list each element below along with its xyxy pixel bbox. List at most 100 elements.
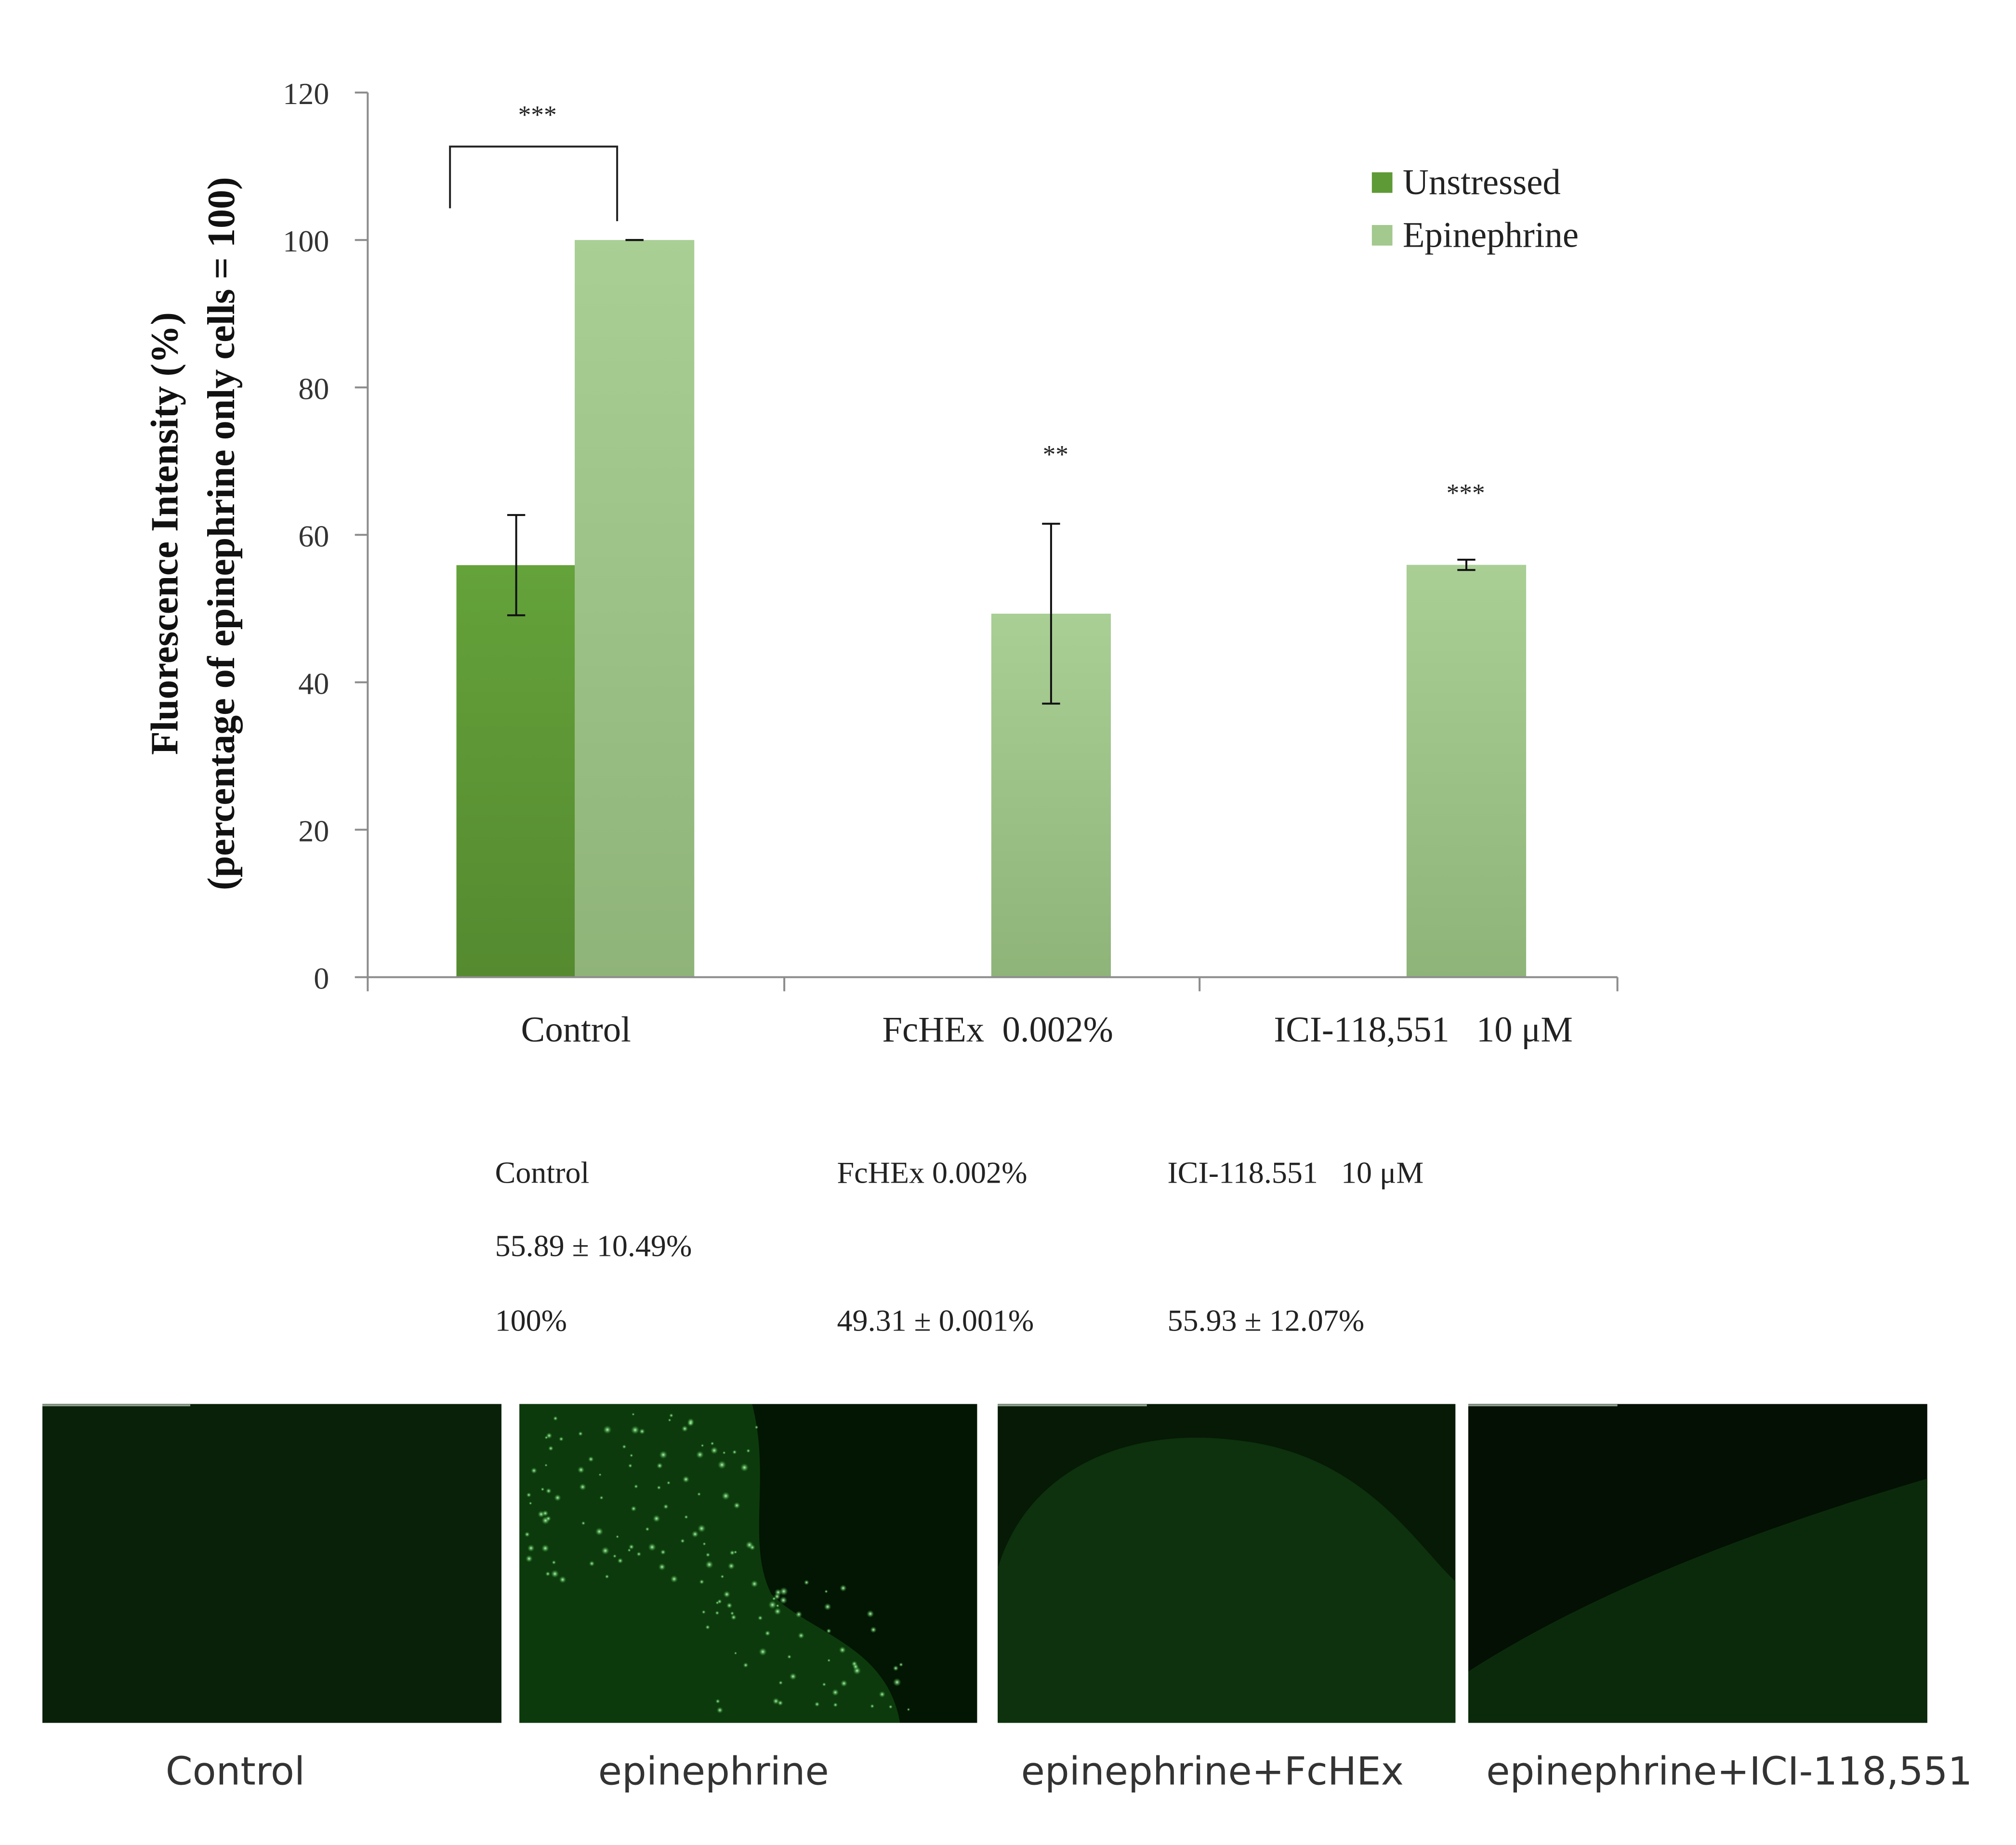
fluorescent-speck [733, 1550, 738, 1554]
fluorescent-speck [559, 1576, 567, 1583]
fluorescent-speck [699, 1579, 705, 1585]
fluorescent-speck [682, 1476, 690, 1483]
fluorescent-speck [546, 1432, 553, 1439]
bar-epinephrine-0 [575, 240, 695, 977]
fluorescent-speck [616, 1535, 619, 1539]
fluorescent-speck [697, 1524, 706, 1533]
fluorescent-speck [630, 1453, 633, 1458]
fluorescent-speck [726, 1602, 733, 1609]
fluorescent-speck [581, 1521, 586, 1526]
y-axis-label-line1: Fluorescence Intensity (%) [144, 312, 186, 755]
fluorescent-speck [544, 1463, 548, 1467]
fluorescent-speck [554, 1494, 562, 1502]
fluorescent-speck [700, 1444, 704, 1448]
fluorescent-speck [879, 1691, 886, 1698]
fluorescent-speck [740, 1463, 749, 1472]
fluorescent-speck [530, 1467, 538, 1474]
fluorescent-speck [754, 1425, 759, 1429]
fluorescent-speck [545, 1516, 552, 1522]
fluorescent-speck [787, 1654, 792, 1659]
fluorescent-speck [824, 1603, 831, 1611]
fluorescent-speck [772, 1698, 779, 1705]
fluorescent-speck [776, 1604, 779, 1608]
fluorescent-speck [558, 1436, 564, 1442]
fluorescent-speck [730, 1611, 735, 1616]
fluorescent-speck [779, 1596, 788, 1605]
fluorescent-speck [722, 1451, 726, 1455]
fluorescent-speck [730, 1614, 737, 1621]
category-label-ici: ICI-118,551 10 μM [1274, 1010, 1572, 1050]
fluorescent-speck [603, 1425, 612, 1435]
bars [456, 240, 1527, 977]
fluorescent-speck [826, 1628, 831, 1634]
fluorescent-speck [684, 1515, 688, 1519]
fluorescent-speck [540, 1487, 545, 1491]
fluorescent-speck [804, 1580, 809, 1585]
fluorescent-speck [701, 1610, 706, 1614]
significance-ici: *** [1447, 478, 1485, 507]
fluorescent-speck [743, 1662, 749, 1668]
fluorescent-speck [659, 1450, 668, 1459]
fluorescent-speck [542, 1510, 549, 1517]
legend-label-epinephrine: Epinephrine [1403, 215, 1579, 255]
fluorescent-speck [599, 1495, 604, 1500]
y-tick-label: 60 [298, 519, 329, 553]
y-tick-label: 80 [298, 371, 329, 406]
table-header-fchex: FcHEx 0.002% [837, 1155, 1028, 1189]
y-tick-label: 100 [283, 224, 329, 258]
fluorescent-speck [710, 1446, 718, 1454]
fluorescent-speck [716, 1707, 724, 1713]
fluorescent-speck [852, 1663, 859, 1670]
significance-bracket [449, 145, 619, 222]
table-header-control: Control [495, 1155, 590, 1189]
fluorescent-speck [639, 1428, 646, 1435]
fluorescent-speck [601, 1546, 610, 1555]
fluorescent-speck [588, 1456, 594, 1463]
fluorescent-speck [745, 1541, 754, 1549]
fluorescent-speck [733, 1502, 740, 1509]
fluorescent-speck [525, 1555, 533, 1563]
fluorescent-speck [720, 1574, 725, 1579]
fluorescent-speck [613, 1554, 617, 1558]
legend-swatch-unstressed [1371, 172, 1393, 193]
fluorescent-speck [668, 1418, 672, 1422]
fluorescent-speck [578, 1431, 583, 1436]
fluorescent-speck [888, 1704, 893, 1709]
fluorescent-speck [723, 1591, 731, 1598]
fluorescent-speck [524, 1531, 530, 1538]
fluorescent-speck [666, 1481, 671, 1485]
fluorescent-speck [729, 1550, 735, 1555]
table-header-ici: ICI-118.551 10 μM [1167, 1155, 1423, 1189]
fluorescent-speck [721, 1491, 730, 1501]
fluorescent-speck [632, 1412, 635, 1416]
fluorescent-speck [795, 1610, 803, 1618]
fluorescent-speck [779, 1587, 789, 1596]
fluorescent-speck [764, 1630, 771, 1636]
fluorescent-speck [697, 1492, 701, 1496]
fluorescent-speck [757, 1615, 763, 1621]
fluorescent-speck [669, 1413, 674, 1418]
legend-label-unstressed: Unstressed [1403, 162, 1561, 202]
micrograph-fchex [998, 1404, 1456, 1723]
fluorescent-speck [822, 1682, 827, 1687]
legend-swatch-epinephrine [1371, 225, 1393, 246]
bar-unstressed-0 [456, 565, 576, 977]
fluorescent-speck [710, 1441, 714, 1446]
bar-epinephrine-2 [1406, 565, 1527, 977]
fluorescent-speck [768, 1600, 777, 1609]
fluorescent-speck [658, 1563, 666, 1571]
fluorescent-speck [633, 1484, 638, 1489]
fluorescent-speck [681, 1425, 688, 1432]
fluorescent-speck [579, 1483, 587, 1491]
fluorescent-speck [589, 1560, 595, 1567]
fluorescent-speck [627, 1548, 631, 1552]
fluorescent-speck [541, 1544, 550, 1553]
fluorescent-speck [774, 1608, 781, 1615]
fluorescent-speck [552, 1560, 556, 1565]
fluorescent-speck [734, 1651, 738, 1655]
fluorescent-speck [732, 1450, 737, 1455]
fluorescent-speck [628, 1544, 634, 1550]
fluorescent-speck [598, 1473, 602, 1476]
fluorescent-speck [715, 1610, 720, 1615]
y-tick-label: 20 [298, 814, 329, 848]
